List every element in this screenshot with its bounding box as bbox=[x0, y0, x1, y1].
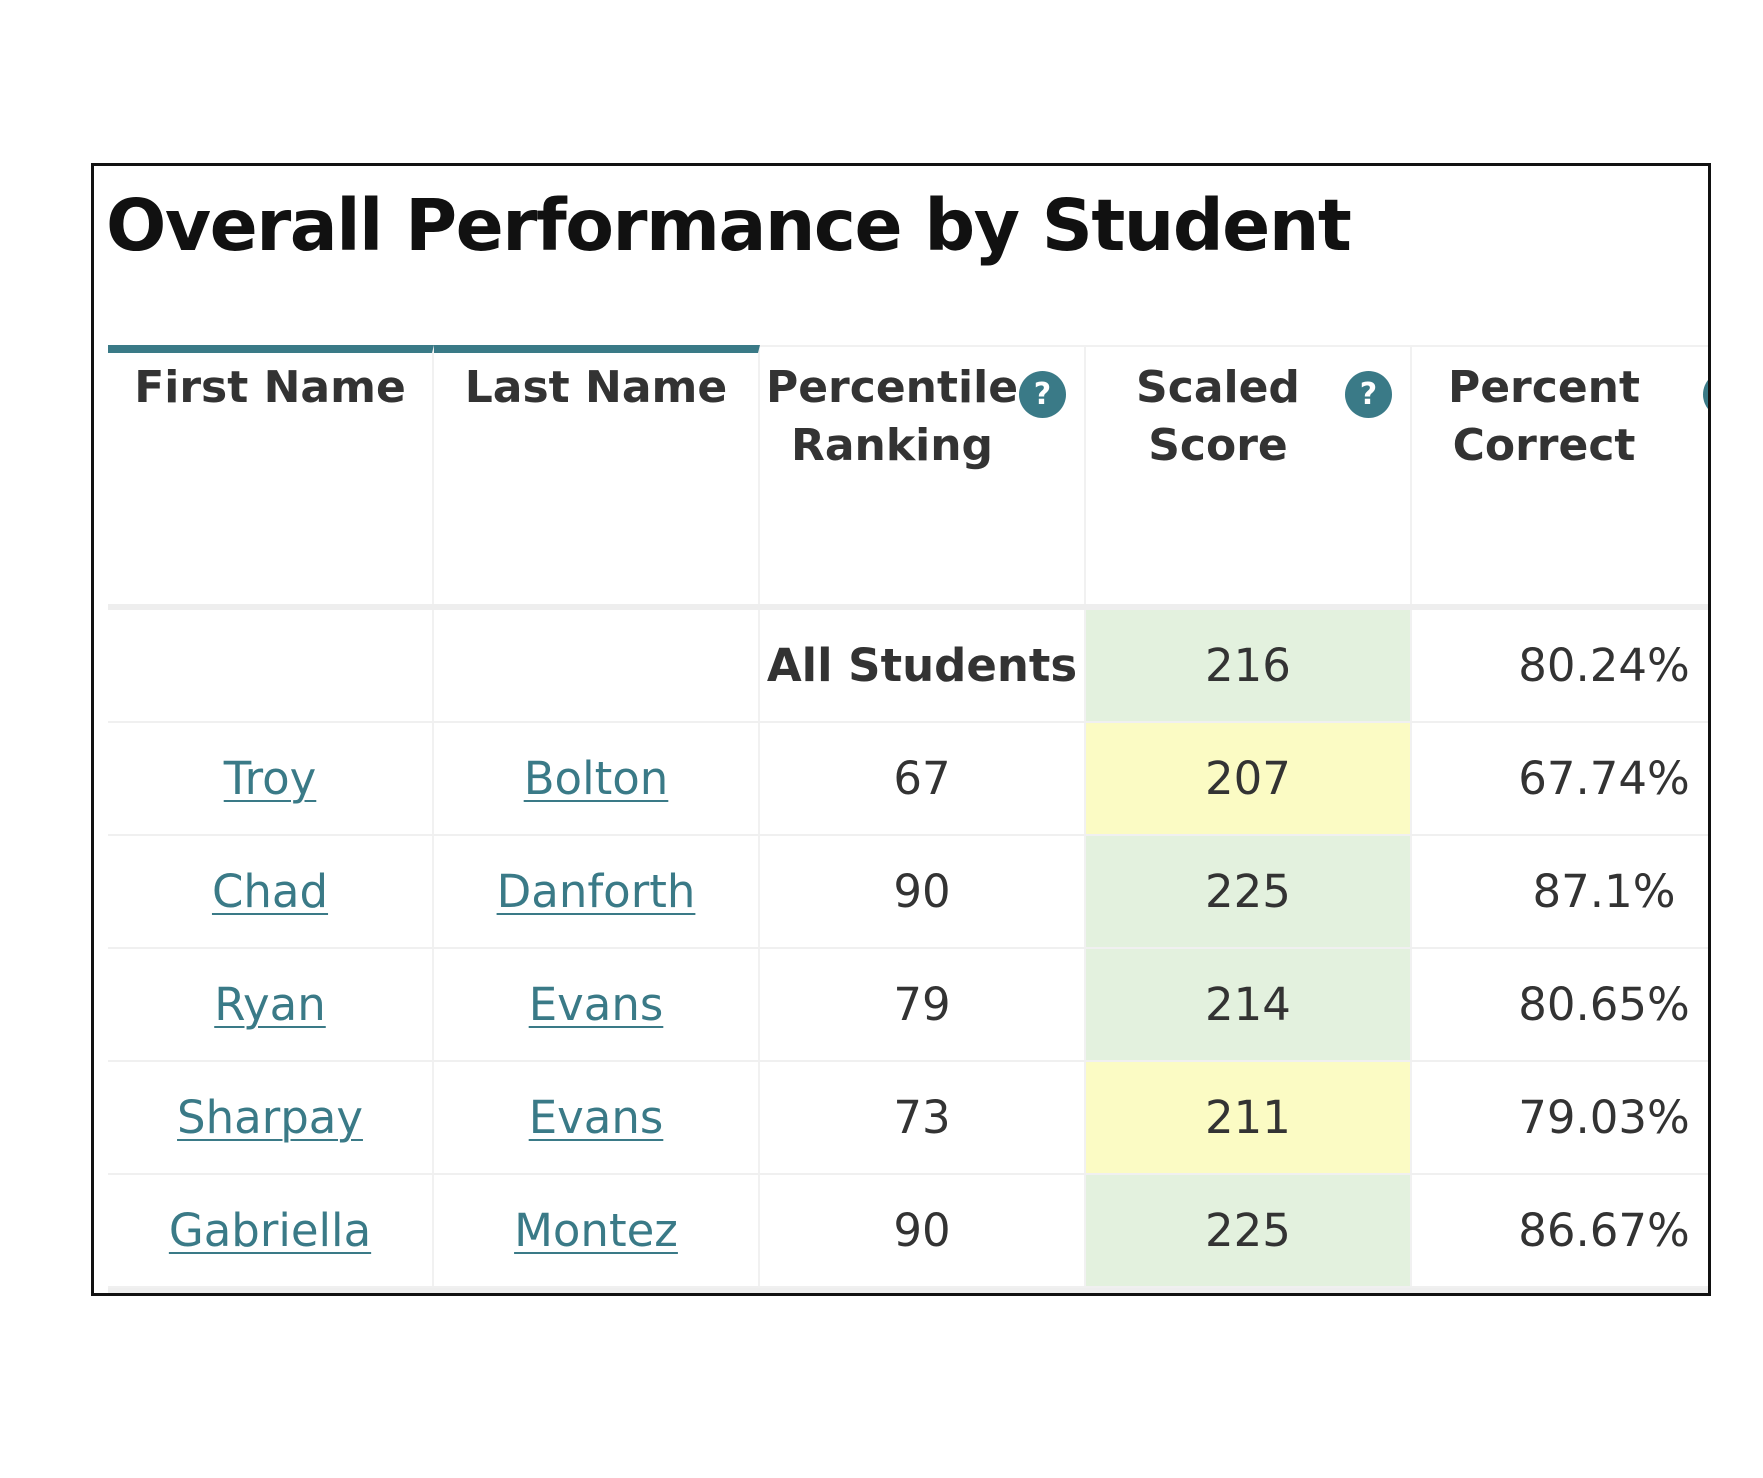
percent-correct-cell: 87.1% bbox=[1412, 836, 1708, 947]
column-header-label-line2: Ranking bbox=[790, 420, 994, 471]
student-last-name-link[interactable]: Bolton bbox=[523, 752, 669, 805]
help-icon[interactable]: ? bbox=[1703, 371, 1708, 418]
column-header-percentile-ranking[interactable]: Percentile Ranking ? bbox=[760, 345, 1086, 604]
table-row: Sharpay Evans 73 211 79.03% bbox=[108, 1062, 1708, 1175]
column-header-label: Percent bbox=[1447, 362, 1641, 413]
all-students-label: All Students bbox=[760, 610, 1086, 721]
scaled-score-cell: 211 bbox=[1086, 1062, 1412, 1173]
student-first-name-link[interactable]: Troy bbox=[223, 752, 317, 805]
percent-correct-cell: 86.67% bbox=[1412, 1175, 1708, 1286]
percent-correct-cell: 80.65% bbox=[1412, 949, 1708, 1060]
student-last-name-link[interactable]: Evans bbox=[528, 978, 664, 1031]
table-bottom-divider bbox=[108, 1288, 1708, 1293]
last-name-cell: Evans bbox=[434, 949, 760, 1060]
scaled-score-cell: 225 bbox=[1086, 1175, 1412, 1286]
percent-correct-cell: 79.03% bbox=[1412, 1062, 1708, 1173]
column-header-label: Percentile bbox=[765, 362, 1019, 413]
scaled-score-cell: 214 bbox=[1086, 949, 1412, 1060]
table-header-row: First Name Last Name Percentile Ranking … bbox=[108, 345, 1708, 610]
first-name-cell: Ryan bbox=[108, 949, 434, 1060]
first-name-cell: Troy bbox=[108, 723, 434, 834]
first-name-cell: Chad bbox=[108, 836, 434, 947]
summary-row: All Students 216 80.24% bbox=[108, 610, 1708, 723]
student-performance-table: First Name Last Name Percentile Ranking … bbox=[108, 345, 1708, 1293]
student-first-name-link[interactable]: Ryan bbox=[214, 978, 326, 1031]
scaled-score-cell: 216 bbox=[1086, 610, 1412, 721]
column-header-label-line2: Correct bbox=[1452, 420, 1636, 471]
student-first-name-link[interactable]: Chad bbox=[211, 865, 329, 918]
table-row: Troy Bolton 67 207 67.74% bbox=[108, 723, 1708, 836]
help-icon[interactable]: ? bbox=[1019, 371, 1066, 418]
first-name-cell: Gabriella bbox=[108, 1175, 434, 1286]
column-header-label-line2: Score bbox=[1148, 420, 1288, 471]
percentile-cell: 90 bbox=[760, 836, 1086, 947]
percentile-cell: 67 bbox=[760, 723, 1086, 834]
column-header-last-name[interactable]: Last Name bbox=[434, 345, 760, 604]
student-first-name-link[interactable]: Gabriella bbox=[168, 1204, 372, 1257]
column-header-percent-correct[interactable]: Percent Correct ? bbox=[1412, 345, 1708, 604]
table-row: Chad Danforth 90 225 87.1% bbox=[108, 836, 1708, 949]
performance-panel: Overall Performance by Student First Nam… bbox=[91, 163, 1711, 1296]
student-last-name-link[interactable]: Evans bbox=[528, 1091, 664, 1144]
table-row: Ryan Evans 79 214 80.65% bbox=[108, 949, 1708, 1062]
student-last-name-link[interactable]: Montez bbox=[514, 1204, 678, 1257]
table-row: Gabriella Montez 90 225 86.67% bbox=[108, 1175, 1708, 1288]
scaled-score-cell: 225 bbox=[1086, 836, 1412, 947]
last-name-cell: Bolton bbox=[434, 723, 760, 834]
student-last-name-link[interactable]: Danforth bbox=[496, 865, 696, 918]
percentile-cell: 79 bbox=[760, 949, 1086, 1060]
column-header-label: Last Name bbox=[464, 362, 728, 413]
percentile-cell: 73 bbox=[760, 1062, 1086, 1173]
last-name-cell: Evans bbox=[434, 1062, 760, 1173]
percent-correct-cell: 67.74% bbox=[1412, 723, 1708, 834]
page-title: Overall Performance by Student bbox=[106, 184, 1352, 267]
percent-correct-cell: 80.24% bbox=[1412, 610, 1708, 721]
summary-last-name-cell bbox=[434, 610, 760, 721]
column-header-label: First Name bbox=[134, 362, 406, 413]
summary-first-name-cell bbox=[108, 610, 434, 721]
last-name-cell: Montez bbox=[434, 1175, 760, 1286]
help-icon[interactable]: ? bbox=[1345, 371, 1392, 418]
student-first-name-link[interactable]: Sharpay bbox=[177, 1091, 363, 1144]
first-name-cell: Sharpay bbox=[108, 1062, 434, 1173]
percentile-cell: 90 bbox=[760, 1175, 1086, 1286]
column-header-first-name[interactable]: First Name bbox=[108, 345, 434, 604]
column-header-label: Scaled bbox=[1136, 362, 1300, 413]
scaled-score-cell: 207 bbox=[1086, 723, 1412, 834]
last-name-cell: Danforth bbox=[434, 836, 760, 947]
column-header-scaled-score[interactable]: Scaled Score ? bbox=[1086, 345, 1412, 604]
